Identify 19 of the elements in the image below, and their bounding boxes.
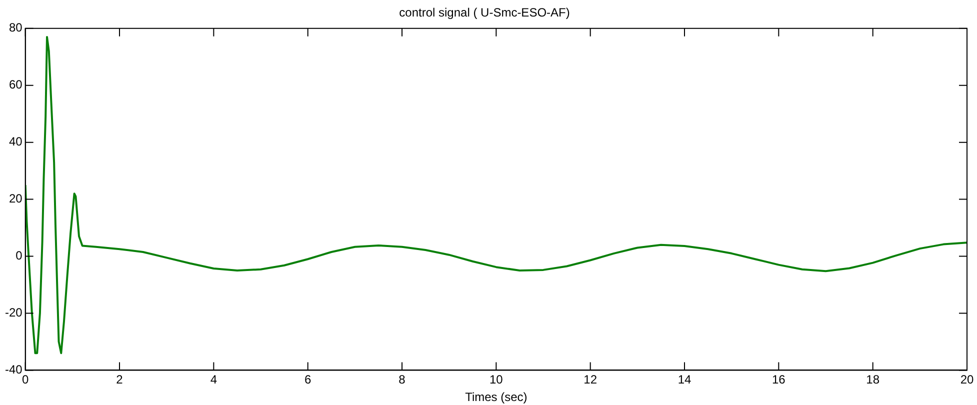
y-tick-label: 20 xyxy=(8,192,23,206)
x-tick-label: 12 xyxy=(584,372,598,387)
x-tick-label: 16 xyxy=(772,372,786,387)
x-tick-label: 10 xyxy=(489,372,504,387)
y-tick-label: 60 xyxy=(8,78,23,92)
x-tick-label: 8 xyxy=(398,372,406,387)
x-tick-label: 2 xyxy=(116,372,124,387)
y-tick-label: -20 xyxy=(5,306,23,320)
x-axis-title: Times (sec) xyxy=(465,390,528,404)
y-tick-label: 80 xyxy=(8,20,23,35)
x-tick-label: 6 xyxy=(304,372,312,387)
x-tick-label: 14 xyxy=(678,372,692,387)
x-tick-label: 20 xyxy=(960,372,974,387)
x-tick-label: 4 xyxy=(210,372,218,387)
x-tick-label: 18 xyxy=(866,372,880,387)
y-tick-label: -40 xyxy=(5,362,23,377)
y-tick-label: 0 xyxy=(16,248,23,263)
chart-title: control signal ( U-Smc-ESO-AF) xyxy=(399,6,570,20)
y-tick-label: 40 xyxy=(8,134,23,149)
